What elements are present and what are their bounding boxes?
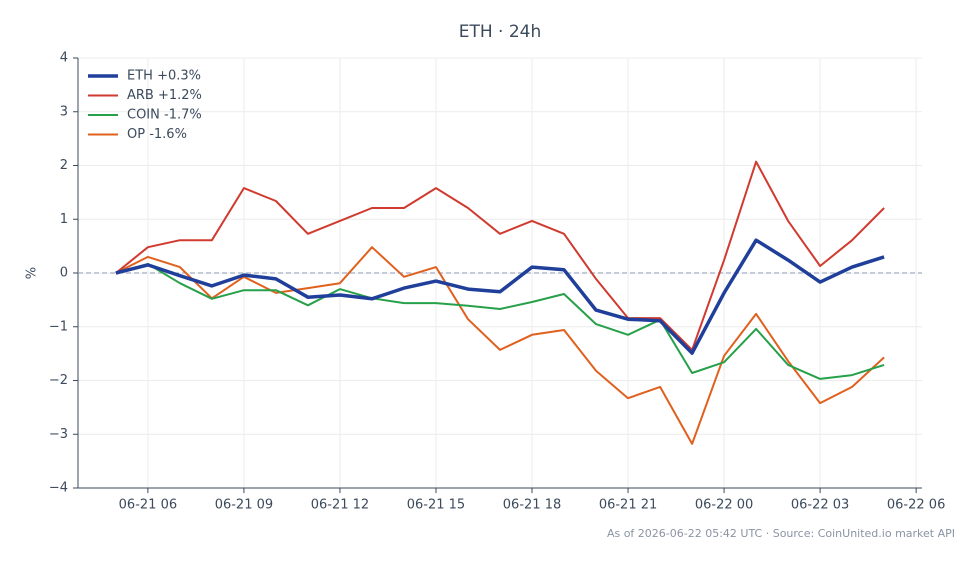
x-tick-label: 06-21 18	[503, 498, 561, 513]
legend-label: COIN -1.7%	[127, 108, 202, 123]
y-tick-label: −1	[49, 319, 68, 334]
x-tick-label: 06-21 12	[311, 498, 369, 513]
y-tick-label: −2	[49, 373, 68, 388]
x-tick-label: 06-22 00	[695, 498, 753, 513]
chart-title: ETH · 24h	[459, 22, 542, 42]
y-axis-label: %	[25, 267, 40, 279]
y-tick-label: −3	[49, 427, 68, 442]
series-line	[115, 238, 885, 355]
x-tick-label: 06-21 21	[599, 498, 657, 513]
x-tick-label: 06-22 06	[887, 498, 945, 513]
footnote: As of 2026-06-22 05:42 UTC · Source: Coi…	[607, 527, 955, 540]
x-tick-label: 06-21 06	[119, 498, 177, 513]
y-tick-label: 0	[60, 266, 68, 281]
y-tick-label: 1	[60, 212, 68, 227]
series-line	[115, 262, 885, 380]
legend-label: ARB +1.2%	[127, 88, 202, 103]
x-tick-label: 06-21 15	[407, 498, 465, 513]
legend-label: ETH +0.3%	[127, 69, 201, 84]
series-line	[115, 246, 885, 445]
y-tick-label: 3	[60, 104, 68, 119]
x-tick-label: 06-21 09	[215, 498, 273, 513]
y-tick-label: 4	[60, 51, 68, 66]
x-tick-label: 06-22 03	[791, 498, 849, 513]
series-line	[115, 160, 885, 351]
y-tick-label: 2	[60, 158, 68, 173]
legend-label: OP -1.6%	[127, 127, 187, 142]
y-tick-label: −4	[49, 481, 68, 496]
